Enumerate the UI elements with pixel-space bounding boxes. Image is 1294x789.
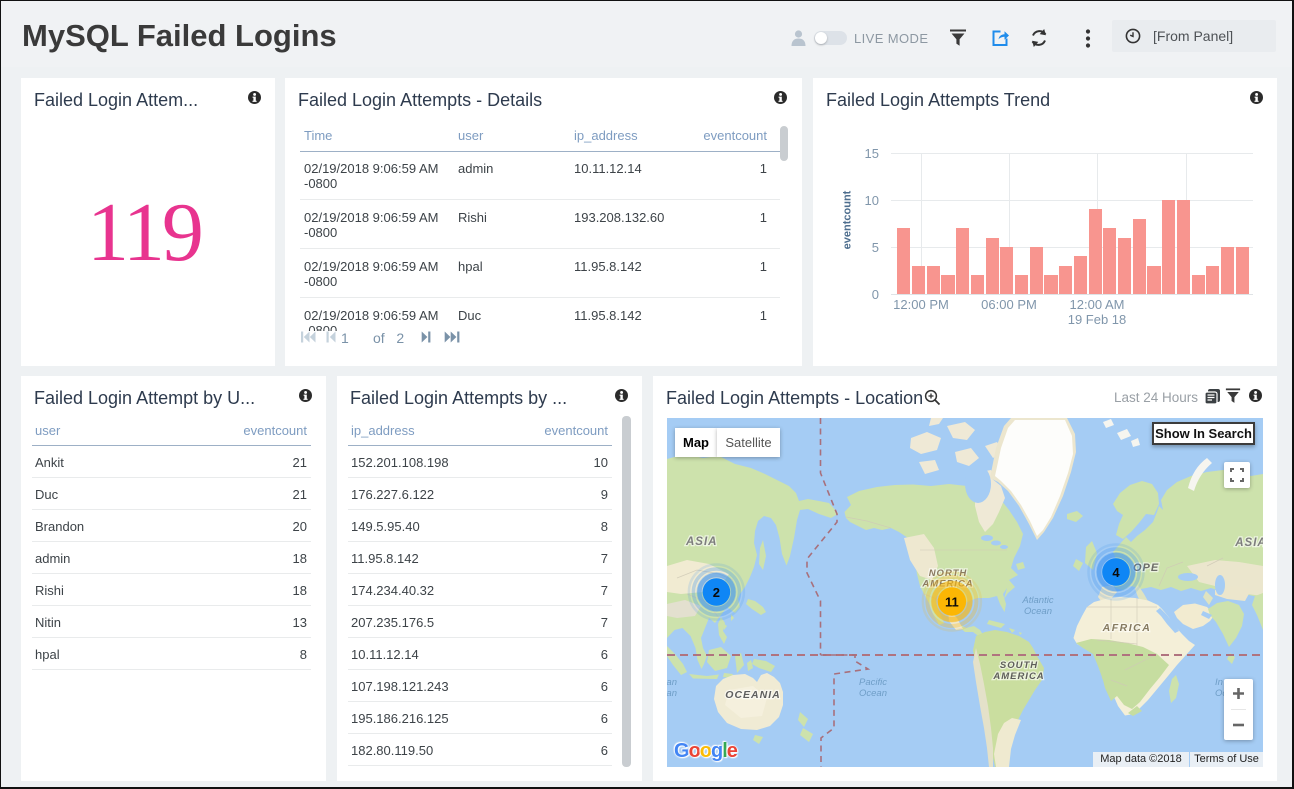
svg-text:Pacific: Pacific [859,677,887,688]
svg-text:Ocean: Ocean [859,688,887,699]
svg-text:SOUTH: SOUTH [1000,660,1038,671]
svg-text:OPE: OPE [1133,562,1159,574]
svg-text:AMERICA: AMERICA [992,671,1044,682]
svg-text:Ocean: Ocean [1024,606,1052,617]
svg-text:ian: ian [667,677,677,688]
svg-text:ASIA: ASIA [685,536,717,548]
svg-text:4: 4 [1112,565,1120,580]
svg-text:2: 2 [713,585,720,600]
svg-text:Atlantic: Atlantic [1021,595,1053,606]
svg-text:Oc: Oc [1215,688,1227,699]
svg-text:OCEANIA: OCEANIA [725,689,780,701]
svg-text:In: In [1215,677,1223,688]
svg-text:ASIA: ASIA [1234,537,1263,549]
svg-text:NORTH: NORTH [929,568,968,579]
svg-text:ean: ean [667,688,677,699]
svg-text:11: 11 [945,594,959,609]
svg-text:AFRICA: AFRICA [1102,622,1152,634]
